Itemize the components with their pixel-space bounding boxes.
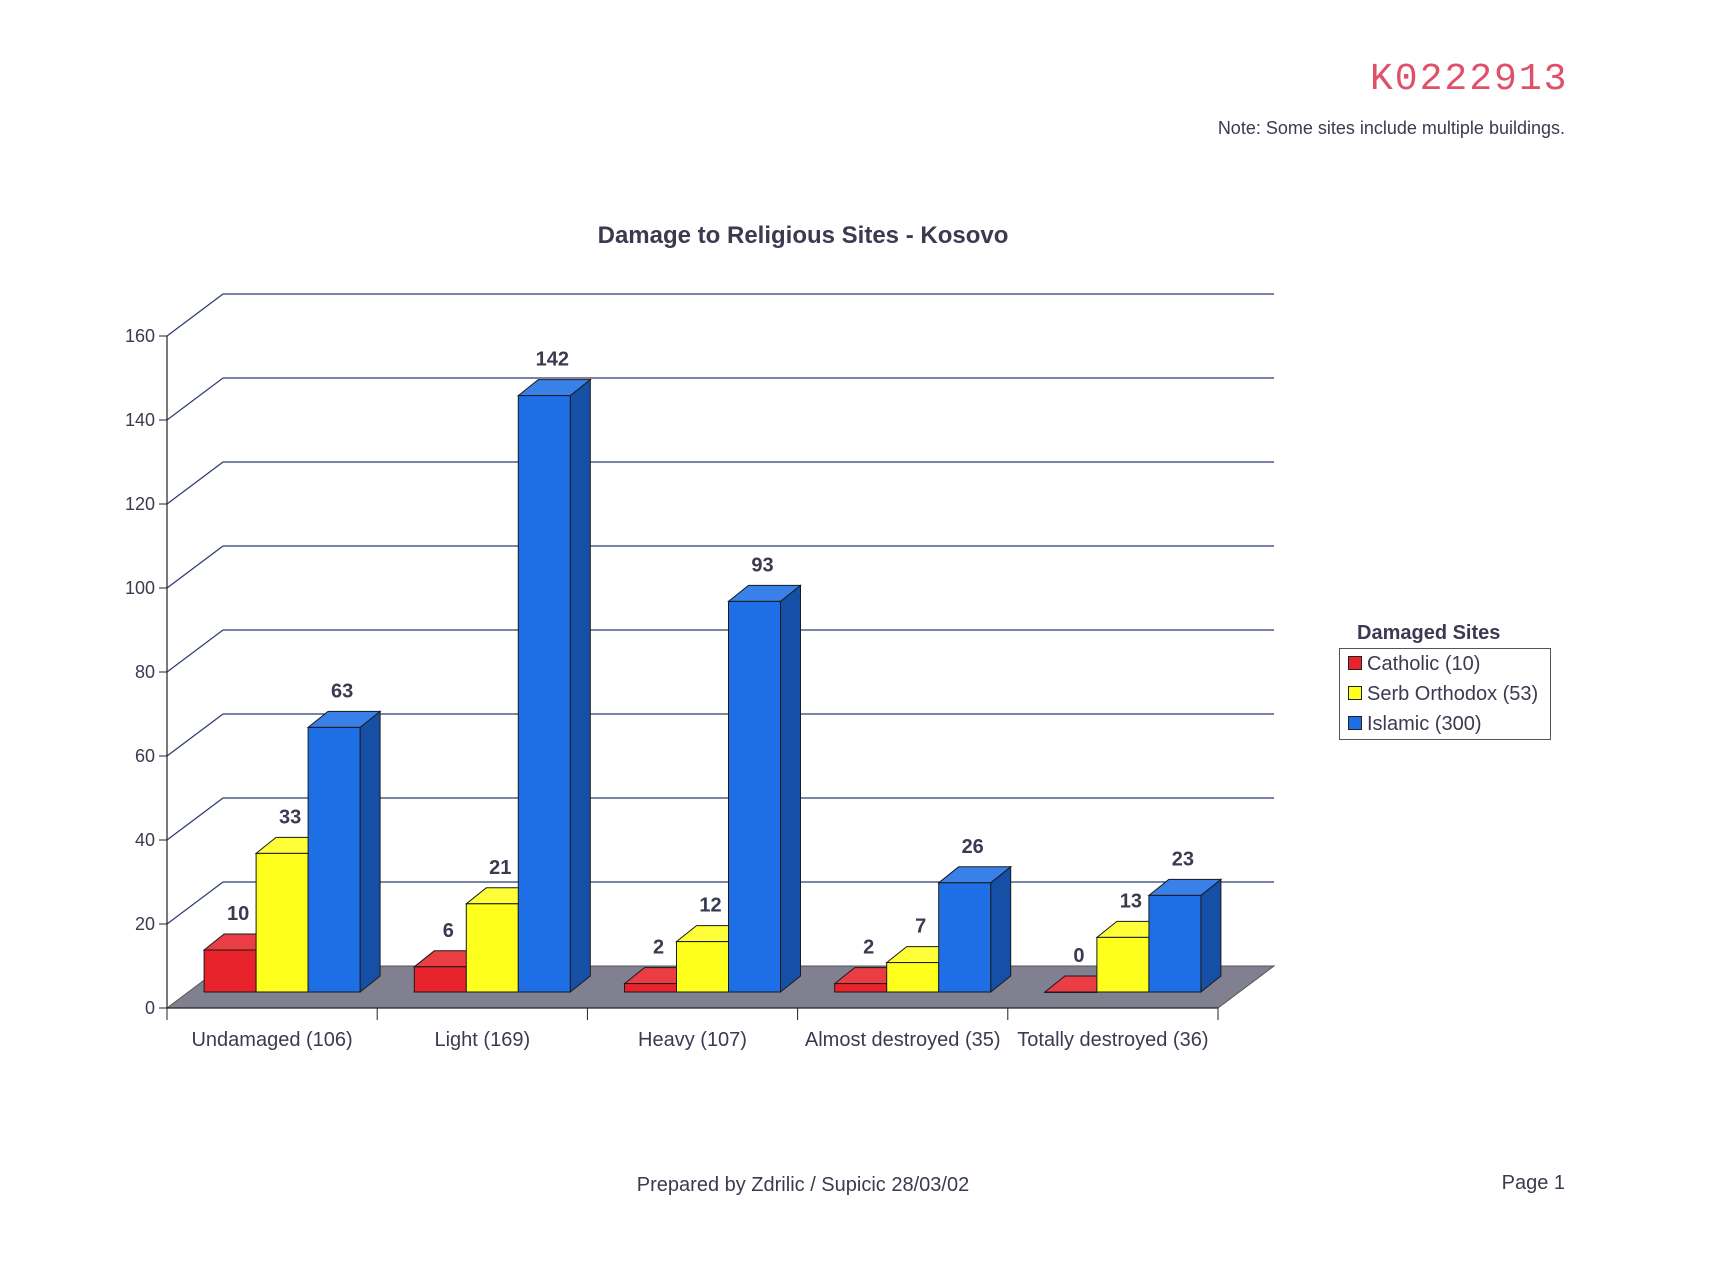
bar bbox=[1044, 991, 1098, 993]
bar bbox=[834, 983, 888, 993]
data-label: 6 bbox=[443, 920, 454, 942]
gridline-diagonal bbox=[166, 545, 224, 589]
legend-label-serb-orthodox: Serb Orthodox (53) bbox=[1367, 683, 1539, 705]
data-label: 63 bbox=[331, 680, 353, 702]
bar bbox=[517, 395, 571, 993]
bar-side bbox=[359, 710, 381, 994]
bar-side bbox=[990, 865, 1012, 994]
legend-box: Catholic (10) Serb Orthodox (53) Islamic… bbox=[1339, 648, 1551, 740]
legend-label-catholic: Catholic (10) bbox=[1367, 653, 1481, 675]
y-tick-label: 0 bbox=[145, 998, 155, 1018]
x-tick-label: Almost destroyed (35) bbox=[805, 1029, 1001, 1051]
bar bbox=[676, 941, 729, 993]
legend-item-catholic: Catholic (10) bbox=[1348, 653, 1480, 676]
y-tick-label: 100 bbox=[125, 578, 155, 598]
y-tick-label: 20 bbox=[135, 914, 155, 934]
data-label: 2 bbox=[653, 937, 664, 959]
document-stamp: K0222913 bbox=[1370, 58, 1569, 101]
gridline-diagonal bbox=[166, 713, 224, 757]
y-tick-label: 120 bbox=[125, 494, 155, 514]
footer-page-number: Page 1 bbox=[1501, 1172, 1565, 1194]
legend-swatch-serb-orthodox bbox=[1348, 686, 1362, 700]
y-tick-label: 80 bbox=[135, 662, 155, 682]
gridline-diagonal bbox=[166, 881, 224, 925]
bar-side bbox=[780, 584, 801, 994]
footer-prepared-by: Prepared by Zdrilic / Supicic 28/03/02 bbox=[636, 1174, 970, 1196]
legend-swatch-catholic bbox=[1348, 656, 1362, 670]
bar bbox=[1096, 936, 1150, 993]
data-label: 7 bbox=[915, 916, 926, 938]
data-label: 142 bbox=[536, 349, 569, 371]
x-tick-label: Totally destroyed (36) bbox=[1017, 1029, 1208, 1051]
legend-label-islamic: Islamic (300) bbox=[1367, 713, 1482, 735]
x-tick-label: Undamaged (106) bbox=[191, 1029, 352, 1051]
gridline-diagonal bbox=[166, 797, 224, 841]
bar bbox=[255, 852, 309, 993]
bar bbox=[465, 903, 519, 993]
bar-side bbox=[569, 378, 591, 994]
data-label: 13 bbox=[1120, 890, 1142, 912]
legend-item-serb-orthodox: Serb Orthodox (53) bbox=[1348, 683, 1538, 706]
y-tick-label: 60 bbox=[135, 746, 155, 766]
x-tick-label: Light (169) bbox=[434, 1029, 530, 1051]
bar bbox=[938, 882, 992, 993]
legend-item-islamic: Islamic (300) bbox=[1348, 713, 1481, 736]
legend-title: Damaged Sites bbox=[1357, 622, 1501, 644]
data-label: 0 bbox=[1073, 945, 1084, 967]
chart-title: Damage to Religious Sites - Kosovo bbox=[597, 222, 1009, 249]
bar bbox=[413, 966, 467, 993]
gridline-diagonal bbox=[166, 461, 224, 505]
gridline-diagonal bbox=[166, 293, 224, 337]
legend-swatch-islamic bbox=[1348, 716, 1362, 730]
data-label: 93 bbox=[751, 554, 773, 576]
data-label: 33 bbox=[279, 806, 301, 828]
data-label: 23 bbox=[1172, 848, 1194, 870]
y-tick-label: 140 bbox=[125, 410, 155, 430]
bar bbox=[624, 983, 677, 993]
y-tick-label: 160 bbox=[125, 326, 155, 346]
x-tick-label: Heavy (107) bbox=[638, 1029, 747, 1051]
data-label: 2 bbox=[863, 937, 874, 959]
y-tick-label: 40 bbox=[135, 830, 155, 850]
bar bbox=[307, 726, 361, 993]
bar bbox=[1148, 894, 1202, 993]
chart-note: Note: Some sites include multiple buildi… bbox=[1217, 118, 1565, 138]
data-label: 10 bbox=[227, 903, 249, 925]
bar bbox=[203, 949, 257, 993]
bar bbox=[728, 600, 781, 993]
data-label: 21 bbox=[489, 857, 511, 879]
bar bbox=[886, 962, 940, 993]
gridline-diagonal bbox=[166, 629, 224, 673]
bar-side bbox=[1200, 878, 1222, 994]
data-label: 12 bbox=[699, 895, 721, 917]
gridline-diagonal bbox=[166, 377, 224, 421]
data-label: 26 bbox=[962, 836, 984, 858]
